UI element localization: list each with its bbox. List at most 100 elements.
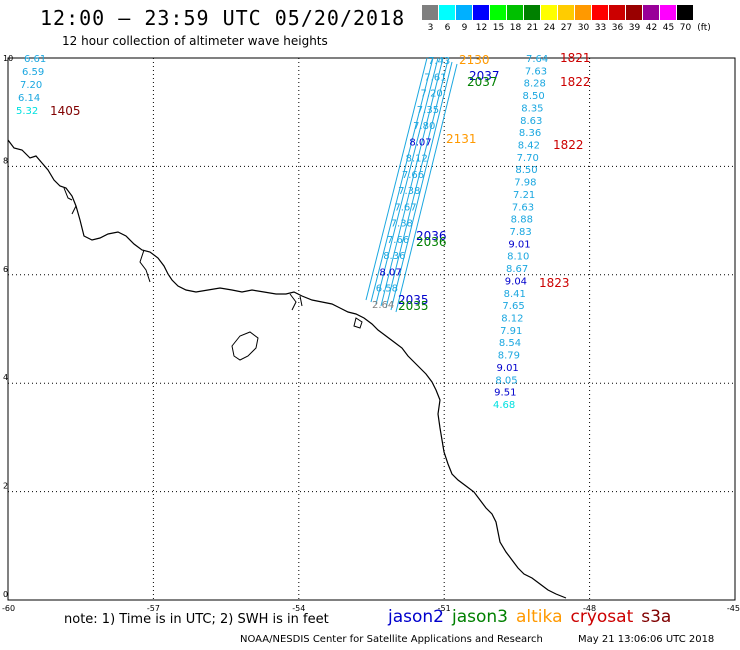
right-track-value: 9.51 <box>494 388 516 399</box>
legend-swatch <box>626 5 643 20</box>
right-track-value: 8.63 <box>520 116 542 127</box>
dense-track-value: 8.12 <box>406 154 428 165</box>
right-track-value: 9.01 <box>508 239 530 250</box>
track-line <box>370 57 434 303</box>
dense-track-value: 2.64 <box>372 300 394 311</box>
pass-time-label: 2130 <box>459 53 490 67</box>
legend-swatch <box>558 5 575 20</box>
mission-label: jason2 <box>388 607 444 627</box>
generated-timestamp: May 21 13:06:06 UTC 2018 <box>578 634 715 645</box>
legend-label: 18 <box>509 23 522 33</box>
legend-label: 45 <box>662 23 675 33</box>
pass-time-label: 2037 <box>469 69 500 83</box>
right-track-value: 8.79 <box>498 351 520 362</box>
lon-tick-label: -45 <box>727 604 740 613</box>
legend-label: 21 <box>526 23 539 33</box>
legend-label: 15 <box>492 23 505 33</box>
island-small <box>353 317 363 329</box>
left-track-value: 5.32 <box>16 106 38 117</box>
right-track-value: 7.91 <box>500 326 522 337</box>
legend-label: 33 <box>594 23 607 33</box>
mission-legend: jason2 jason3 altika cryosat s3a <box>388 607 679 627</box>
lon-tick-label: -54 <box>292 604 305 613</box>
track-line <box>385 59 449 309</box>
lat-tick-label: 8 <box>3 156 8 165</box>
track-line <box>395 63 458 313</box>
legend-label: 27 <box>560 23 573 33</box>
right-track-value: 7.21 <box>513 190 535 201</box>
legend-swatch <box>422 5 439 20</box>
legend-swatch <box>643 5 660 20</box>
lat-tick-label: 2 <box>3 482 8 491</box>
legend-label: 39 <box>628 23 641 33</box>
lat-tick-label: 6 <box>3 265 8 274</box>
pass-time-label: 2035 <box>398 299 429 313</box>
track-line <box>380 57 444 307</box>
lon-tick-label: -57 <box>147 604 160 613</box>
legend-label: 70 <box>679 23 692 33</box>
coast-inlet <box>63 187 303 311</box>
dense-track-value: 6.58 <box>376 284 398 295</box>
right-track-value: 7.64 <box>526 54 548 65</box>
right-track-value: 9.01 <box>497 363 519 374</box>
left-track-value: 7.20 <box>20 80 42 91</box>
right-track-value: 8.50 <box>522 91 544 102</box>
lat-tick-label: 4 <box>3 373 8 382</box>
map-subtitle: 12 hour collection of altimeter wave hei… <box>62 34 328 48</box>
right-track-value: 7.63 <box>525 66 547 77</box>
pass-time-label: 1821 <box>560 51 591 65</box>
right-track-value: 8.67 <box>506 264 528 275</box>
dense-track-value: 7.67 <box>394 202 416 213</box>
lat-tick-label: 0 <box>3 590 8 599</box>
mission-label: s3a <box>641 607 672 627</box>
map-frame <box>7 57 736 601</box>
dense-track-value: 8.07 <box>409 137 431 148</box>
legend-label: 42 <box>645 23 658 33</box>
track-line <box>375 57 439 305</box>
mission-label: cryosat <box>570 607 634 627</box>
dense-track-value: 7.80 <box>413 121 435 132</box>
right-track-value: 7.63 <box>512 202 534 213</box>
right-track-value: 8.28 <box>524 79 546 90</box>
dense-track-value: 7.61 <box>424 72 446 83</box>
left-track-value: 6.59 <box>22 67 44 78</box>
legend-swatch <box>592 5 609 20</box>
pass-time-label: 1822 <box>553 138 584 152</box>
grid-lines <box>8 58 735 600</box>
right-track-value: 8.10 <box>507 252 529 263</box>
dense-track-value: 7.66 <box>402 170 424 181</box>
legend-swatch <box>609 5 626 20</box>
right-track-value: 7.65 <box>502 301 524 312</box>
map-title: 12:00 – 23:59 UTC 05/20/2018 <box>40 6 406 30</box>
lon-tick-label: -48 <box>583 604 596 613</box>
dense-track-value: 7.43 <box>428 56 450 67</box>
dense-track-value: 7.20 <box>421 89 443 100</box>
dense-track-value: 7.66 <box>387 235 409 246</box>
right-track-value: 8.41 <box>504 289 526 300</box>
pass-time-label: 1822 <box>560 75 591 89</box>
lat-tick-label: 10 <box>3 54 13 63</box>
legend-unit: (ft) <box>697 23 711 33</box>
legend-swatch <box>575 5 592 20</box>
track-line <box>390 61 453 311</box>
mission-label: altika <box>516 607 563 627</box>
pass-time-label: 2036 <box>416 229 447 243</box>
legend-label: 30 <box>577 23 590 33</box>
coastline <box>7 139 567 599</box>
right-track-value: 7.83 <box>510 227 532 238</box>
track-line <box>365 57 428 301</box>
legend-swatch <box>473 5 490 20</box>
legend-swatch <box>439 5 456 20</box>
credit-text: NOAA/NESDIS Center for Satellite Applica… <box>240 634 543 645</box>
left-track-value: 6.14 <box>18 93 40 104</box>
pass-time-label: 1405 <box>50 104 81 118</box>
pass-time-label: 2037 <box>467 75 498 89</box>
dense-track-value: 8.36 <box>383 251 405 262</box>
note-text: note: 1) Time is in UTC; 2) SWH is in fe… <box>64 612 329 627</box>
right-track-value: 8.35 <box>521 103 543 114</box>
mission-label: jason3 <box>452 607 508 627</box>
legend-label: 24 <box>543 23 556 33</box>
island <box>231 331 259 361</box>
pass-time-label: 2131 <box>446 132 477 146</box>
